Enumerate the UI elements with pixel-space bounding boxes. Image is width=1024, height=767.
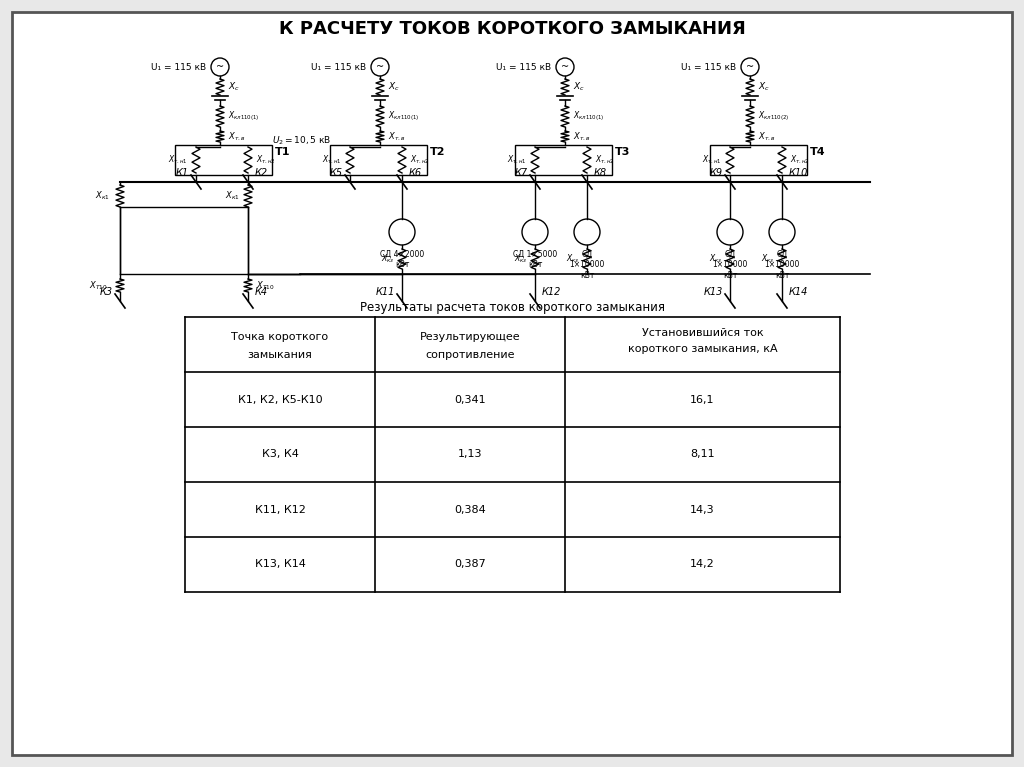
Text: К5: К5 (330, 168, 343, 178)
Text: U₁ = 115 кВ: U₁ = 115 кВ (681, 62, 736, 71)
Bar (515, 145, 612, 175)
Text: $X_{т.н1}$: $X_{т.н1}$ (702, 153, 722, 166)
Text: ~: ~ (376, 62, 384, 72)
Text: СД
1×10000
кВт: СД 1×10000 кВт (764, 250, 800, 280)
Text: К13: К13 (703, 287, 723, 297)
Text: СД
1×10000
кВт: СД 1×10000 кВт (569, 250, 605, 280)
Text: $X_{т.н2}$: $X_{т.н2}$ (790, 153, 810, 166)
FancyBboxPatch shape (12, 12, 1012, 755)
Text: $U_2 = 10,5$ кВ: $U_2 = 10,5$ кВ (272, 135, 332, 147)
Text: $X_{т.н1}$: $X_{т.н1}$ (507, 153, 527, 166)
Text: ~: ~ (745, 62, 754, 72)
Text: СД 1×5000
кВт: СД 1×5000 кВт (513, 250, 557, 269)
Text: $X_{Т10}$: $X_{Т10}$ (256, 279, 274, 291)
Text: СД 4×2000
кВт: СД 4×2000 кВт (380, 250, 424, 269)
Text: 8,11: 8,11 (690, 449, 715, 459)
Text: 0,387: 0,387 (454, 559, 485, 570)
Text: К1: К1 (176, 168, 189, 178)
Text: U₁ = 115 кВ: U₁ = 115 кВ (496, 62, 551, 71)
Text: ~: ~ (561, 62, 569, 72)
Text: $X_{кл110(1)}$: $X_{кл110(1)}$ (573, 110, 604, 123)
Text: $X_c$: $X_c$ (573, 81, 585, 94)
Text: К11: К11 (376, 287, 395, 297)
Text: $X_{кл110(1)}$: $X_{кл110(1)}$ (228, 110, 259, 123)
Text: $X_{кл110(1)}$: $X_{кл110(1)}$ (388, 110, 420, 123)
Text: $X_{к1}$: $X_{к1}$ (95, 189, 110, 202)
Text: 0,384: 0,384 (454, 505, 485, 515)
Text: Установившийся ток: Установившийся ток (642, 328, 763, 337)
Text: К13, К14: К13, К14 (255, 559, 305, 570)
Text: $X_{кз}$: $X_{кз}$ (761, 253, 774, 265)
Text: К14: К14 (790, 287, 808, 297)
Text: Точка короткого: Точка короткого (231, 331, 329, 341)
Text: $X_{кз}$: $X_{кз}$ (381, 253, 394, 265)
Bar (175, 145, 272, 175)
Text: $X_{кз}$: $X_{кз}$ (709, 253, 722, 265)
Text: К8: К8 (594, 168, 607, 178)
Text: $X_{кз}$: $X_{кз}$ (565, 253, 579, 265)
Text: ~: ~ (216, 62, 224, 72)
Text: К6: К6 (409, 168, 422, 178)
Text: К7: К7 (515, 168, 528, 178)
Text: $X_{Т10}$: $X_{Т10}$ (89, 279, 108, 291)
Text: замыкания: замыкания (248, 350, 312, 360)
Text: U₁ = 115 кВ: U₁ = 115 кВ (311, 62, 366, 71)
Text: T1: T1 (275, 147, 291, 157)
Text: $X_c$: $X_c$ (228, 81, 240, 94)
Text: $X_{т.в}$: $X_{т.в}$ (388, 130, 406, 143)
Text: СД
1×10000
кВт: СД 1×10000 кВт (713, 250, 748, 280)
Text: T2: T2 (430, 147, 445, 157)
Text: $X_{т.н2}$: $X_{т.н2}$ (595, 153, 614, 166)
Text: 14,3: 14,3 (690, 505, 715, 515)
Text: T3: T3 (615, 147, 631, 157)
Text: К3: К3 (100, 287, 113, 297)
Text: $X_{т.в}$: $X_{т.в}$ (758, 130, 775, 143)
Text: T4: T4 (810, 147, 825, 157)
Bar (330, 145, 427, 175)
Text: К РАСЧЕТУ ТОКОВ КОРОТКОГО ЗАМЫКАНИЯ: К РАСЧЕТУ ТОКОВ КОРОТКОГО ЗАМЫКАНИЯ (279, 20, 745, 38)
Text: К3, К4: К3, К4 (261, 449, 298, 459)
Text: 0,341: 0,341 (455, 394, 485, 404)
Bar (710, 145, 807, 175)
Text: $X_c$: $X_c$ (388, 81, 400, 94)
Text: $X_{т.н1}$: $X_{т.н1}$ (323, 153, 342, 166)
Text: $X_{к1}$: $X_{к1}$ (225, 189, 240, 202)
Text: К12: К12 (542, 287, 561, 297)
Text: К10: К10 (790, 168, 808, 178)
Text: $X_{кл110(2)}$: $X_{кл110(2)}$ (758, 110, 790, 123)
Text: К9: К9 (710, 168, 723, 178)
Text: U₁ = 115 кВ: U₁ = 115 кВ (151, 62, 206, 71)
Text: 14,2: 14,2 (690, 559, 715, 570)
Text: $X_c$: $X_c$ (758, 81, 770, 94)
Text: К11, К12: К11, К12 (255, 505, 305, 515)
Text: короткого замыкания, кА: короткого замыкания, кА (628, 344, 777, 354)
Text: $X_{т.в}$: $X_{т.в}$ (573, 130, 591, 143)
Text: К4: К4 (255, 287, 268, 297)
Text: $X_{т.н2}$: $X_{т.н2}$ (410, 153, 430, 166)
Text: 16,1: 16,1 (690, 394, 715, 404)
Text: Результаты расчета токов короткого замыкания: Результаты расчета токов короткого замык… (359, 301, 665, 314)
Text: $X_{т.н2}$: $X_{т.н2}$ (256, 153, 275, 166)
Text: К2: К2 (255, 168, 268, 178)
Text: $X_{кз}$: $X_{кз}$ (514, 253, 527, 265)
Text: 1,13: 1,13 (458, 449, 482, 459)
Text: $X_{т.н1}$: $X_{т.н1}$ (168, 153, 188, 166)
Text: Результирующее: Результирующее (420, 331, 520, 341)
Text: К1, К2, К5-К10: К1, К2, К5-К10 (238, 394, 323, 404)
Text: сопротивление: сопротивление (425, 350, 515, 360)
Text: $X_{т.в}$: $X_{т.в}$ (228, 130, 246, 143)
